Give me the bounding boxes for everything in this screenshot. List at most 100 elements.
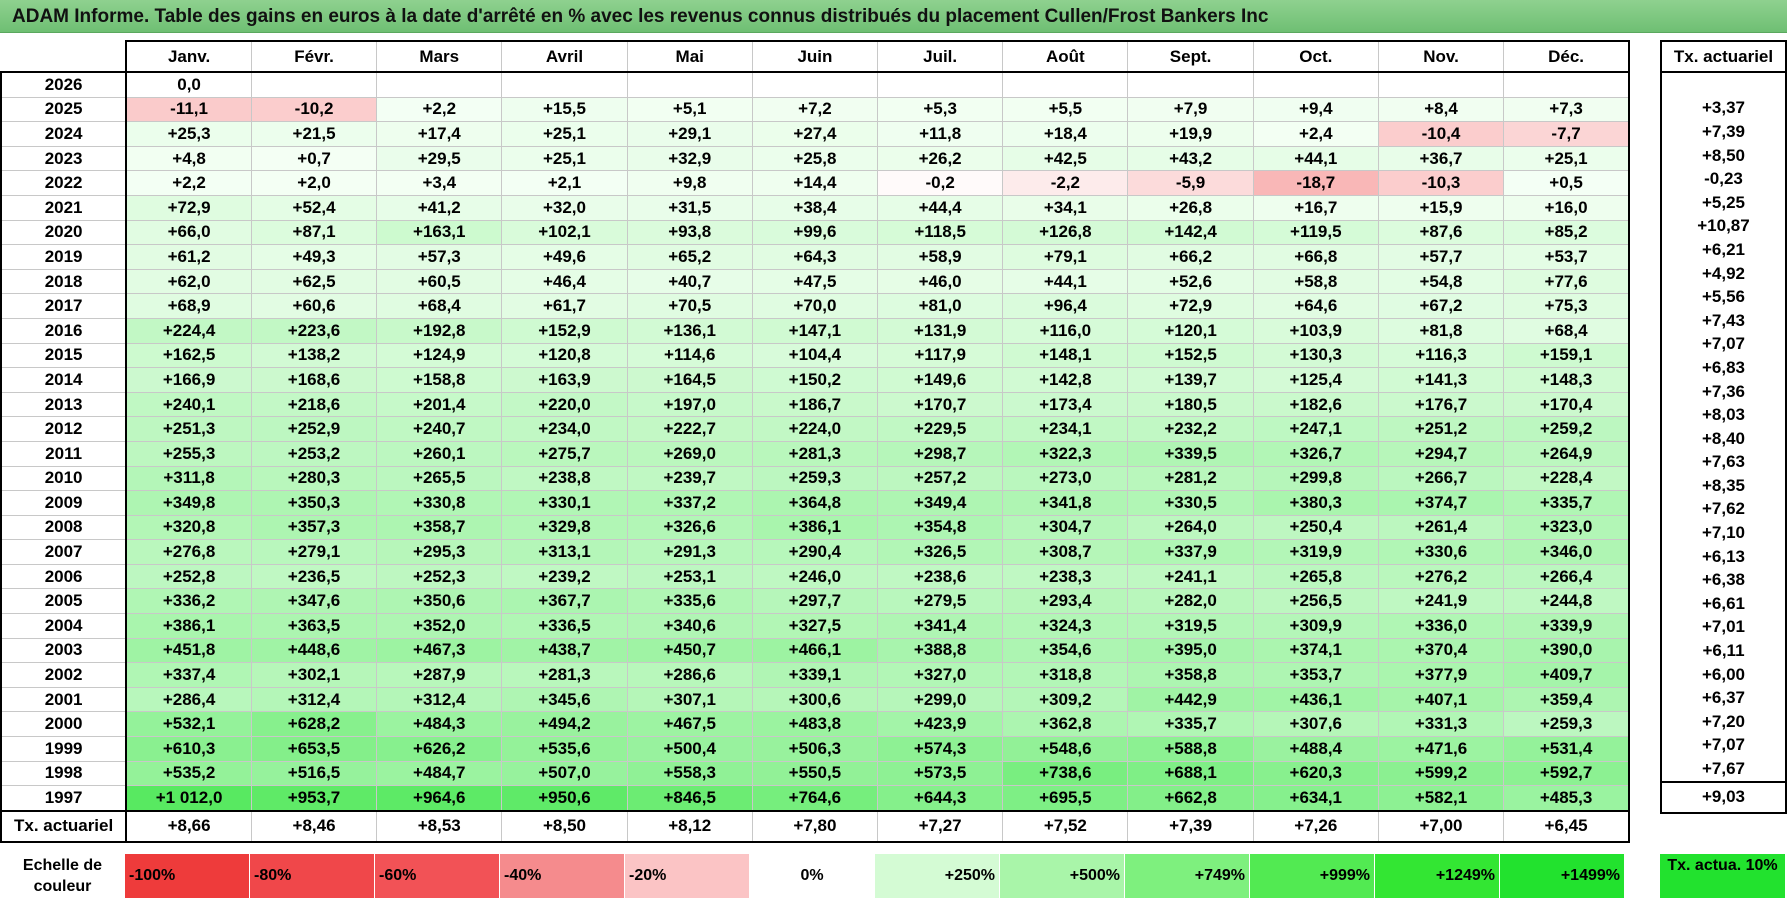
gain-cell: +223,6	[250, 317, 378, 344]
actuarial-rate-cell: +3,37	[1660, 96, 1787, 121]
gain-cell: 0,0	[125, 71, 252, 98]
gain-cell: +531,4	[1503, 736, 1631, 762]
gain-cell: +232,2	[1127, 416, 1254, 442]
gain-cell: +250,4	[1252, 514, 1379, 541]
gain-cell: +68,4	[1503, 317, 1631, 344]
gain-cell: +377,9	[1377, 662, 1505, 688]
gain-cell: +162,5	[125, 342, 252, 369]
gain-cell: +34,1	[1002, 194, 1129, 221]
gain-cell: +229,5	[877, 416, 1004, 442]
header-corner	[1, 41, 128, 73]
gain-cell: +117,9	[877, 342, 1004, 369]
gain-cell: +319,9	[1252, 539, 1379, 565]
gain-cell: +516,5	[250, 760, 378, 787]
gain-cell: -10,3	[1377, 170, 1505, 196]
month-header: Mai	[626, 40, 753, 73]
gain-cell: +238,6	[877, 563, 1004, 590]
gain-cell: +374,1	[1252, 637, 1379, 664]
gain-cell: +471,6	[1377, 736, 1505, 762]
gain-cell: +120,1	[1127, 317, 1254, 344]
gain-cell: +357,3	[250, 514, 378, 541]
gain-cell: +359,4	[1503, 686, 1631, 713]
gain-cell: +259,2	[1503, 416, 1631, 442]
gain-cell: +42,5	[1002, 145, 1129, 172]
gain-cell	[501, 71, 628, 98]
gain-cell: +276,2	[1377, 563, 1505, 590]
gain-cell: +488,4	[1252, 736, 1379, 762]
gain-cell: +62,0	[125, 268, 252, 295]
gain-cell: +126,8	[1002, 219, 1129, 246]
actuarial-rate-cell: +7,63	[1660, 450, 1787, 475]
gain-cell: +358,8	[1127, 662, 1254, 688]
gain-cell	[1252, 71, 1379, 98]
gain-cell: +234,1	[1002, 416, 1129, 442]
gain-cell	[376, 71, 503, 98]
gain-cell: +558,3	[626, 760, 753, 787]
gain-cell: +70,5	[626, 293, 753, 319]
gain-cell: +266,4	[1503, 563, 1631, 590]
actuarial-rate-cell: +6,21	[1660, 238, 1787, 262]
gain-cell: +324,3	[1002, 613, 1129, 639]
year-label: 2010	[0, 465, 128, 492]
gain-cell: +265,5	[376, 465, 503, 492]
gain-cell: +532,1	[125, 711, 252, 738]
gain-cell: +626,2	[376, 736, 503, 762]
gain-cell	[751, 71, 879, 98]
actuarial-rate-cell: +7,67	[1660, 757, 1787, 782]
gain-cell	[626, 71, 753, 98]
color-scale-step: +1499%	[1500, 854, 1624, 898]
gain-cell: +297,7	[751, 588, 879, 615]
gain-cell: +99,6	[751, 219, 879, 246]
gain-cell: +118,5	[877, 219, 1004, 246]
gain-cell: +241,9	[1377, 588, 1505, 615]
gain-cell: +15,9	[1377, 194, 1505, 221]
gain-cell: +61,2	[125, 244, 252, 270]
gain-cell: +350,3	[250, 490, 378, 516]
gain-cell: +279,1	[250, 539, 378, 565]
gain-cell: +220,0	[501, 391, 628, 418]
gain-cell: +290,4	[751, 539, 879, 565]
gain-cell	[250, 71, 378, 98]
gain-cell: +322,3	[1002, 440, 1129, 467]
gain-cell: +116,3	[1377, 342, 1505, 369]
gain-cell: +256,5	[1252, 588, 1379, 615]
gain-cell: +264,9	[1503, 440, 1631, 467]
gain-cell: +218,6	[250, 391, 378, 418]
actuarial-rate-scale: Tx. actua. 10%	[1660, 854, 1785, 898]
gain-cell: +77,6	[1503, 268, 1631, 295]
gain-cell: +281,3	[751, 440, 879, 467]
footer-rate-cell: +8,53	[376, 809, 503, 843]
year-label: 2016	[0, 317, 128, 344]
gain-cell: +116,0	[1002, 317, 1129, 344]
actuarial-rate-cell: +8,03	[1660, 403, 1787, 427]
gain-cell: +312,4	[376, 686, 503, 713]
gain-cell: +5,1	[626, 96, 753, 123]
gain-cell: +341,8	[1002, 490, 1129, 516]
year-label: 2015	[0, 342, 128, 369]
footer-rate-cell: +7,26	[1252, 809, 1379, 843]
actuarial-rate-cell: +6,38	[1660, 568, 1787, 593]
table-row: 2019 +61,2 +49,3 +57,3 +49,6 +65,2 +64,3 +58,9 +…	[0, 244, 1631, 270]
actuarial-rate-cell: +7,20	[1660, 710, 1787, 734]
gain-cell: +149,6	[877, 367, 1004, 393]
gain-cell	[1503, 71, 1631, 98]
gain-cell: +309,9	[1252, 613, 1379, 639]
gain-cell: +337,2	[626, 490, 753, 516]
gain-cell: +239,7	[626, 465, 753, 492]
year-label: 2003	[0, 637, 128, 664]
table-row: 2011 +255,3 +253,2 +260,1 +275,7 +269,0 +281,3…	[0, 440, 1631, 467]
gain-cell: +353,7	[1252, 662, 1379, 688]
gain-cell: +54,8	[1377, 268, 1505, 295]
table-row: 2009 +349,8 +350,3 +330,8 +330,1 +337,2 +364,8…	[0, 490, 1631, 516]
actuarial-rate-cell: +7,07	[1660, 733, 1787, 758]
actuarial-rate-cell	[1660, 72, 1787, 97]
gain-cell: +104,4	[751, 342, 879, 369]
table-row: 2023 +4,8 +0,7 +29,5 +25,1 +32,9 +25,8 +26,2 +42…	[0, 145, 1631, 172]
gain-cell: +136,1	[626, 317, 753, 344]
gain-cell: +180,5	[1127, 391, 1254, 418]
gain-cell: +358,7	[376, 514, 503, 541]
gain-cell: +362,8	[1002, 711, 1129, 738]
gain-cell: +349,4	[877, 490, 1004, 516]
gain-cell: +21,5	[250, 121, 378, 147]
gain-cell: -10,4	[1377, 121, 1505, 147]
